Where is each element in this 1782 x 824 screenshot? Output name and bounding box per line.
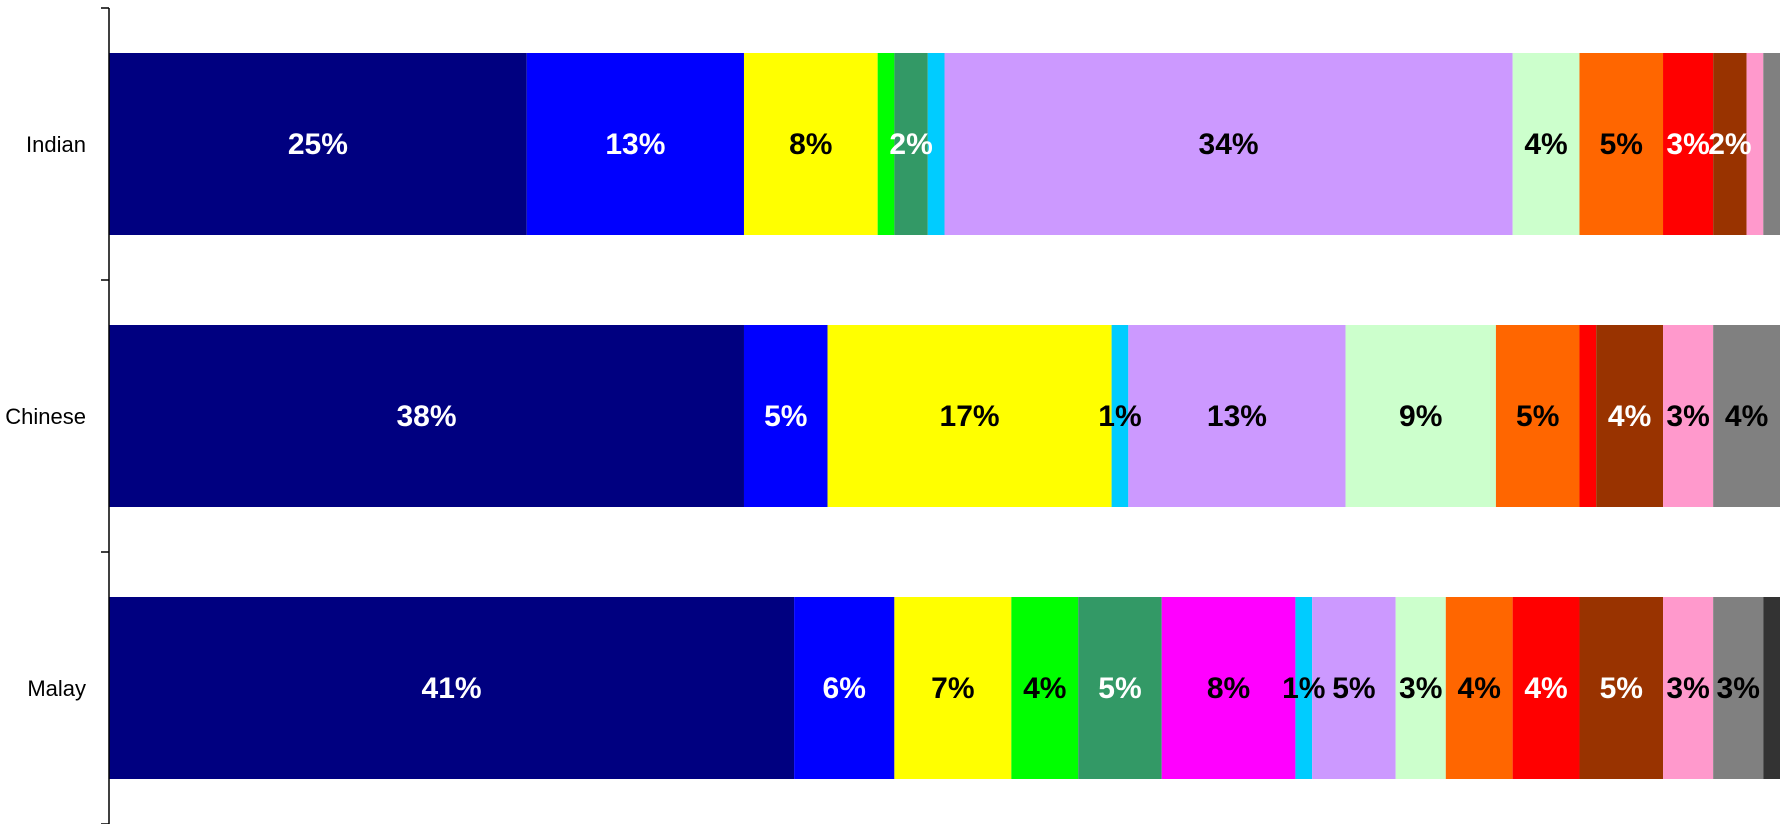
data-label-chinese-14: 4% [1725,400,1768,433]
data-label-malay-8: 5% [1332,672,1375,705]
bar-segment-malay-1 [109,597,795,779]
bar-segment-indian-8 [944,53,1513,235]
bar-segment-malay-15 [1763,597,1780,779]
data-label-malay-12: 5% [1600,672,1643,705]
data-label-malay-1: 41% [422,672,482,705]
bar-segment-chinese-8 [1128,325,1346,507]
bar-segment-indian-1 [109,53,527,235]
data-label-chinese-12: 4% [1608,400,1651,433]
bar-segment-malay-9 [1395,597,1446,779]
data-label-malay-2: 6% [823,672,866,705]
bar-segment-malay-11 [1512,597,1580,779]
data-label-chinese-13: 3% [1666,400,1709,433]
bar-segment-malay-4 [1011,597,1079,779]
data-label-indian-5: 2% [889,128,932,161]
data-label-malay-13: 3% [1666,672,1709,705]
data-label-chinese-8: 13% [1207,400,1267,433]
data-label-chinese-7: 1% [1098,400,1141,433]
bar-segment-chinese-14 [1713,325,1780,507]
bar-segment-malay-10 [1445,597,1513,779]
bar-segment-indian-10 [1579,53,1664,235]
bar-segment-indian-12 [1713,53,1747,235]
data-labels-group: 25% 13% 8% 2% 34% 4% 5% 3%2%38% 5% 17% 1% 13% 9% 5% 4%… [288,128,1768,705]
data-label-malay-7: 1% [1282,672,1325,705]
data-label-chinese-2: 5% [764,400,807,433]
bar-segment-indian-11 [1663,53,1714,235]
data-label-indian-9: 4% [1524,128,1567,161]
bar-segment-chinese-12 [1596,325,1664,507]
bar-segment-malay-2 [794,597,895,779]
bar-segment-chinese-7 [1111,325,1129,507]
bar-segment-chinese-9 [1345,325,1496,507]
bar-segment-malay-5 [1078,597,1162,779]
bar-segment-chinese-11 [1579,325,1597,507]
bar-segment-indian-2 [526,53,744,235]
bar-segment-malay-14 [1713,597,1764,779]
category-label-chinese: Chinese [5,404,86,429]
data-label-indian-1: 25% [288,128,348,161]
bar-segment-chinese-10 [1495,325,1580,507]
bar-segment-malay-3 [894,597,1012,779]
data-label-malay-14: 3% [1717,672,1760,705]
data-label-chinese-1: 38% [396,400,456,433]
data-label-indian-3: 8% [789,128,832,161]
bars-group [109,53,1780,779]
bar-segment-malay-13 [1663,597,1714,779]
bar-segment-chinese-2 [743,325,828,507]
bar-segment-chinese-3 [827,325,1112,507]
bar-segment-indian-7 [927,53,945,235]
data-label-malay-11: 4% [1524,672,1567,705]
bar-segment-malay-6 [1161,597,1296,779]
bar-segment-indian-5 [894,53,928,235]
data-label-malay-6: 8% [1207,672,1250,705]
category-label-indian: Indian [26,132,86,157]
y-axis: Indian Chinese Malay [5,7,110,824]
data-label-indian-12: 2% [1708,128,1751,161]
data-label-indian-10: 5% [1600,128,1643,161]
bar-segment-indian-13 [1746,53,1764,235]
data-label-chinese-10: 5% [1516,400,1559,433]
data-label-chinese-9: 9% [1399,400,1442,433]
bar-segment-indian-4 [877,53,895,235]
bar-segment-indian-14 [1763,53,1780,235]
bar-segment-chinese-1 [109,325,744,507]
data-label-malay-4: 4% [1023,672,1066,705]
bar-segment-indian-9 [1512,53,1580,235]
bar-segment-malay-7 [1295,597,1313,779]
bar-segment-malay-12 [1579,597,1664,779]
data-label-malay-9: 3% [1399,672,1442,705]
data-label-indian-2: 13% [605,128,665,161]
category-label-malay: Malay [27,676,86,701]
bar-segment-chinese-13 [1663,325,1714,507]
data-label-malay-10: 4% [1458,672,1501,705]
bar-segment-indian-3 [743,53,878,235]
bar-segment-malay-8 [1312,597,1396,779]
data-label-malay-5: 5% [1098,672,1141,705]
data-label-chinese-3: 17% [940,400,1000,433]
data-label-malay-3: 7% [931,672,974,705]
data-label-indian-11: 3% [1666,128,1709,161]
data-label-indian-8: 34% [1199,128,1259,161]
